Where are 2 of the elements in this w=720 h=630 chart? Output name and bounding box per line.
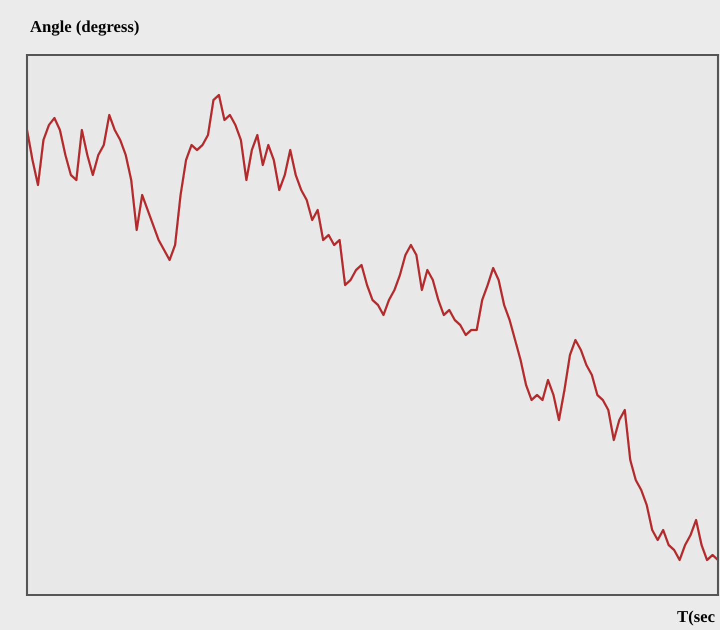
x-axis-title: T(sec — [677, 610, 715, 626]
y-axis-title: Angle (degress) — [30, 20, 139, 36]
